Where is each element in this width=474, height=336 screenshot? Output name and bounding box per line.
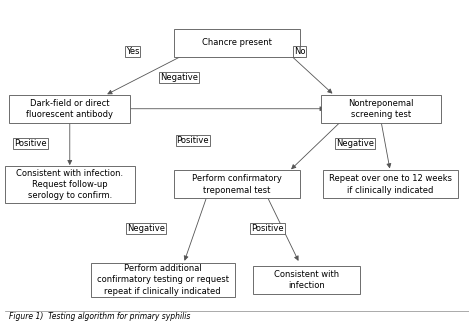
- Text: Negative: Negative: [337, 139, 374, 148]
- FancyBboxPatch shape: [9, 95, 130, 123]
- Text: Nontreponemal
screening test: Nontreponemal screening test: [348, 99, 414, 119]
- FancyBboxPatch shape: [253, 266, 360, 294]
- Text: Dark-field or direct
fluorescent antibody: Dark-field or direct fluorescent antibod…: [26, 99, 113, 119]
- Text: Yes: Yes: [126, 47, 139, 55]
- Text: Perform confirmatory
treponemal test: Perform confirmatory treponemal test: [192, 174, 282, 195]
- Text: Chancre present: Chancre present: [202, 38, 272, 47]
- Text: Negative: Negative: [160, 73, 198, 82]
- FancyBboxPatch shape: [174, 29, 300, 57]
- Text: No: No: [294, 47, 305, 55]
- Text: Positive: Positive: [14, 139, 46, 148]
- FancyBboxPatch shape: [91, 263, 235, 297]
- Text: Positive: Positive: [251, 224, 283, 234]
- FancyBboxPatch shape: [323, 170, 457, 199]
- Text: Positive: Positive: [176, 135, 209, 144]
- FancyBboxPatch shape: [320, 95, 441, 123]
- Text: Repeat over one to 12 weeks
if clinically indicated: Repeat over one to 12 weeks if clinicall…: [329, 174, 452, 195]
- Text: Perform additional
confirmatory testing or request
repeat if clinically indicate: Perform additional confirmatory testing …: [97, 264, 228, 296]
- Text: Consistent with infection.
Request follow-up
serology to confirm.: Consistent with infection. Request follo…: [16, 169, 123, 200]
- FancyBboxPatch shape: [174, 170, 300, 199]
- FancyBboxPatch shape: [5, 166, 135, 203]
- Text: Consistent with
infection: Consistent with infection: [274, 270, 339, 290]
- Text: Figure 1)  Testing algorithm for primary syphilis: Figure 1) Testing algorithm for primary …: [9, 312, 191, 321]
- Text: Negative: Negative: [128, 224, 165, 234]
